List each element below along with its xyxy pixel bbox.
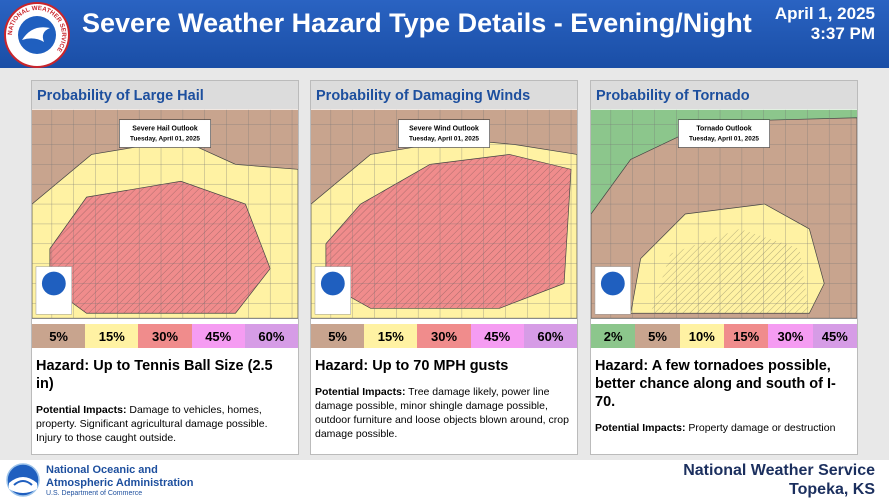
map-heading-box bbox=[678, 119, 770, 148]
panel-title: Probability of Large Hail bbox=[32, 81, 298, 109]
legend-cell: 5% bbox=[635, 324, 680, 348]
panel: Probability of Large Hail Severe Hail Out… bbox=[31, 80, 299, 455]
legend-cell: 60% bbox=[523, 324, 578, 348]
legend-cell: 45% bbox=[470, 324, 524, 348]
noaa-logo bbox=[6, 463, 40, 497]
hazard-map: Tornado Outlook Tuesday, April 01, 2025 bbox=[591, 109, 857, 319]
noaa-badge-logo bbox=[41, 271, 66, 296]
map-date: Tuesday, April 01, 2025 bbox=[409, 136, 479, 143]
noaa-badge-logo bbox=[320, 271, 345, 296]
hazard-text: Up to Tennis Ball Size (2.5 in) bbox=[36, 358, 273, 392]
date: April 1, 2025 bbox=[774, 4, 875, 23]
map-date: Tuesday, April 01, 2025 bbox=[689, 136, 759, 143]
impacts: Potential Impacts: Property damage or de… bbox=[595, 421, 853, 435]
panel: Probability of Damaging Winds Severe Wind… bbox=[310, 80, 578, 455]
legend: 2% 5% 10% 15% 30% 45% bbox=[591, 324, 857, 348]
agency-line: National Oceanic and bbox=[46, 464, 158, 476]
impacts-text: Property damage or destruction bbox=[688, 422, 836, 434]
nws-logo: NATIONAL WEATHER SERVICE bbox=[4, 2, 70, 68]
impacts: Potential Impacts: Tree damage likely, p… bbox=[315, 385, 573, 441]
impacts-label: Potential Impacts: bbox=[315, 386, 406, 398]
panel-title: Probability of Tornado bbox=[591, 81, 857, 109]
map-heading-box bbox=[398, 119, 490, 148]
hazard-label: Hazard: bbox=[595, 358, 649, 374]
panel-title: Probability of Damaging Winds bbox=[311, 81, 577, 109]
agency-line: Atmospheric Administration bbox=[46, 477, 194, 489]
legend-cell: 30% bbox=[417, 324, 471, 348]
hazard: Hazard: A few tornadoes possible, better… bbox=[595, 357, 853, 411]
map-heading: Severe Hail Outlook bbox=[132, 126, 198, 133]
office: National Weather Service bbox=[683, 462, 875, 479]
legend: 5% 15% 30% 45% 60% bbox=[311, 324, 578, 348]
hazard: Hazard: Up to Tennis Ball Size (2.5 in) bbox=[36, 357, 294, 393]
hatched-area bbox=[650, 228, 810, 314]
page-title: Severe Weather Hazard Type Details - Eve… bbox=[82, 8, 752, 38]
map-heading: Severe Wind Outlook bbox=[409, 126, 479, 133]
impacts-label: Potential Impacts: bbox=[36, 404, 127, 416]
impacts-text: Damage to vehicles, homes, property. Sig… bbox=[36, 404, 268, 444]
legend-cell: 15% bbox=[364, 324, 418, 348]
hatched-area bbox=[49, 181, 271, 314]
hazard-map: Severe Wind Outlook Tuesday, April 01, 20… bbox=[311, 109, 577, 319]
hazard-label: Hazard: bbox=[315, 358, 369, 374]
legend-cell: 10% bbox=[679, 324, 724, 348]
hazard-text: A few tornadoes possible, better chance … bbox=[595, 358, 836, 410]
location: Topeka, KS bbox=[789, 481, 875, 498]
legend-cell: 60% bbox=[244, 324, 299, 348]
map-heading: Tornado Outlook bbox=[696, 126, 752, 133]
legend-cell: 30% bbox=[768, 324, 813, 348]
legend-cell: 45% bbox=[812, 324, 857, 348]
legend-cell: 30% bbox=[138, 324, 192, 348]
hazard-text: Up to 70 MPH gusts bbox=[372, 358, 509, 374]
hazard: Hazard: Up to 70 MPH gusts bbox=[315, 357, 573, 375]
panel: Probability of Tornado Tornado Outlook Tue… bbox=[590, 80, 858, 455]
legend-cell: 2% bbox=[591, 324, 636, 348]
legend-cell: 45% bbox=[191, 324, 245, 348]
legend-cell: 5% bbox=[311, 324, 365, 348]
hazard-map: Severe Hail Outlook Tuesday, April 01, 20… bbox=[32, 109, 298, 319]
time: 3:37 PM bbox=[810, 24, 875, 43]
legend-cell: 15% bbox=[723, 324, 769, 348]
impacts-label: Potential Impacts: bbox=[595, 422, 686, 434]
header-bar: NATIONAL WEATHER SERVICE Severe Weather … bbox=[0, 0, 889, 68]
map-date: Tuesday, April 01, 2025 bbox=[130, 136, 200, 143]
legend: 5% 15% 30% 45% 60% bbox=[32, 324, 299, 348]
impacts-text: Tree damage likely, power line damage po… bbox=[315, 386, 569, 440]
hatched-area bbox=[325, 154, 572, 309]
impacts: Potential Impacts: Damage to vehicles, h… bbox=[36, 403, 294, 445]
legend-cell: 5% bbox=[32, 324, 86, 348]
department: U.S. Department of Commerce bbox=[46, 490, 143, 497]
map-heading-box bbox=[119, 119, 211, 148]
footer: National Oceanic and Atmospheric Adminis… bbox=[0, 460, 889, 500]
legend-cell: 15% bbox=[85, 324, 139, 348]
hazard-label: Hazard: bbox=[36, 358, 90, 374]
noaa-badge-logo bbox=[600, 271, 625, 296]
